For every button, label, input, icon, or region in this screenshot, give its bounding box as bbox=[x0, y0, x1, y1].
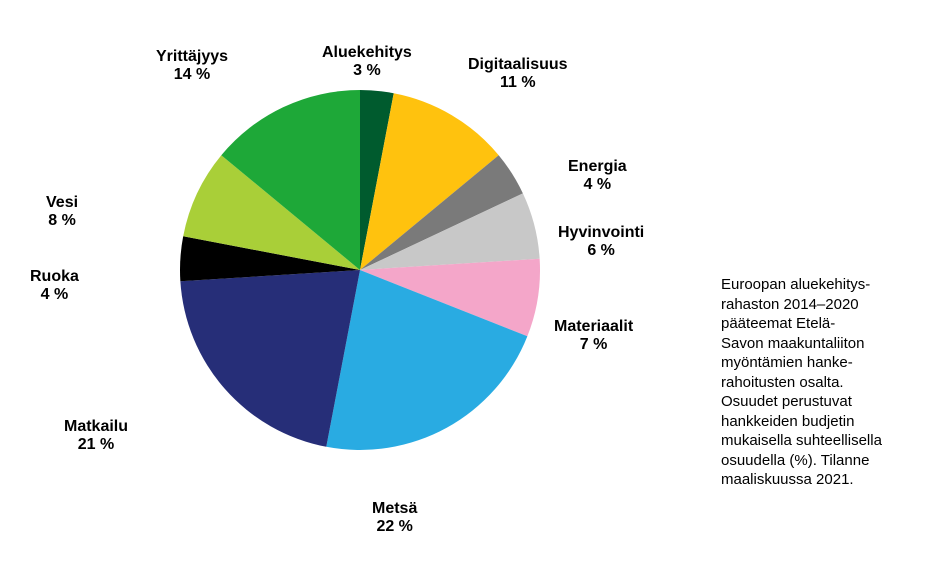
slice-label: Yrittäjyys14 % bbox=[156, 48, 228, 85]
slice-label: Hyvinvointi6 % bbox=[558, 224, 644, 261]
caption-line: hankkeiden budjetin bbox=[721, 413, 854, 430]
caption-line: osuudella (%). Tilanne bbox=[721, 452, 869, 469]
slice-label-name: Matkailu bbox=[64, 418, 128, 435]
slice-label: Metsä22 % bbox=[372, 500, 417, 537]
caption-line: Osuudet perustuvat bbox=[721, 393, 852, 410]
caption-line: rahaston 2014–2020 bbox=[721, 296, 859, 313]
caption-line: myöntämien hanke- bbox=[721, 354, 853, 371]
slice-label-pct: 21 % bbox=[78, 436, 114, 453]
pie-chart-svg bbox=[170, 80, 550, 460]
slice-label-name: Energia bbox=[568, 158, 627, 175]
slice-label: Ruoka4 % bbox=[30, 268, 79, 305]
slice-label-pct: 8 % bbox=[48, 212, 76, 229]
slice-label-name: Vesi bbox=[46, 194, 78, 211]
pie-chart-container: Aluekehitys3 %Digitaalisuus11 %Energia4 … bbox=[60, 50, 620, 550]
slice-label-pct: 3 % bbox=[353, 62, 381, 79]
slice-label-pct: 22 % bbox=[376, 518, 412, 535]
caption-line: pääteemat Etelä- bbox=[721, 315, 835, 332]
slice-label-name: Yrittäjyys bbox=[156, 48, 228, 65]
caption-line: maaliskuussa 2021. bbox=[721, 471, 854, 488]
slice-label: Matkailu21 % bbox=[64, 418, 128, 455]
slice-label-pct: 4 % bbox=[41, 286, 69, 303]
chart-caption: Euroopan aluekehitys- rahaston 2014–2020… bbox=[721, 275, 911, 490]
slice-label-name: Hyvinvointi bbox=[558, 224, 644, 241]
slice-label-pct: 4 % bbox=[584, 176, 612, 193]
slice-label-name: Aluekehitys bbox=[322, 44, 412, 61]
caption-line: Euroopan aluekehitys- bbox=[721, 276, 870, 293]
slice-label-name: Digitaalisuus bbox=[468, 56, 568, 73]
slice-label: Vesi8 % bbox=[46, 194, 78, 231]
slice-label: Energia4 % bbox=[568, 158, 627, 195]
slice-label-name: Ruoka bbox=[30, 268, 79, 285]
slice-label-name: Materiaalit bbox=[554, 318, 633, 335]
slice-label-name: Metsä bbox=[372, 500, 417, 517]
slice-label: Digitaalisuus11 % bbox=[468, 56, 568, 93]
caption-line: Savon maakuntaliiton bbox=[721, 335, 864, 352]
slice-label-pct: 11 % bbox=[500, 74, 536, 91]
slice-label: Aluekehitys3 % bbox=[322, 44, 412, 81]
caption-line: rahoitusten osalta. bbox=[721, 374, 844, 391]
slice-label-pct: 14 % bbox=[174, 66, 210, 83]
caption-line: mukaisella suhteellisella bbox=[721, 432, 882, 449]
slice-label-pct: 6 % bbox=[587, 242, 615, 259]
slice-label: Materiaalit7 % bbox=[554, 318, 633, 355]
slice-label-pct: 7 % bbox=[580, 336, 608, 353]
